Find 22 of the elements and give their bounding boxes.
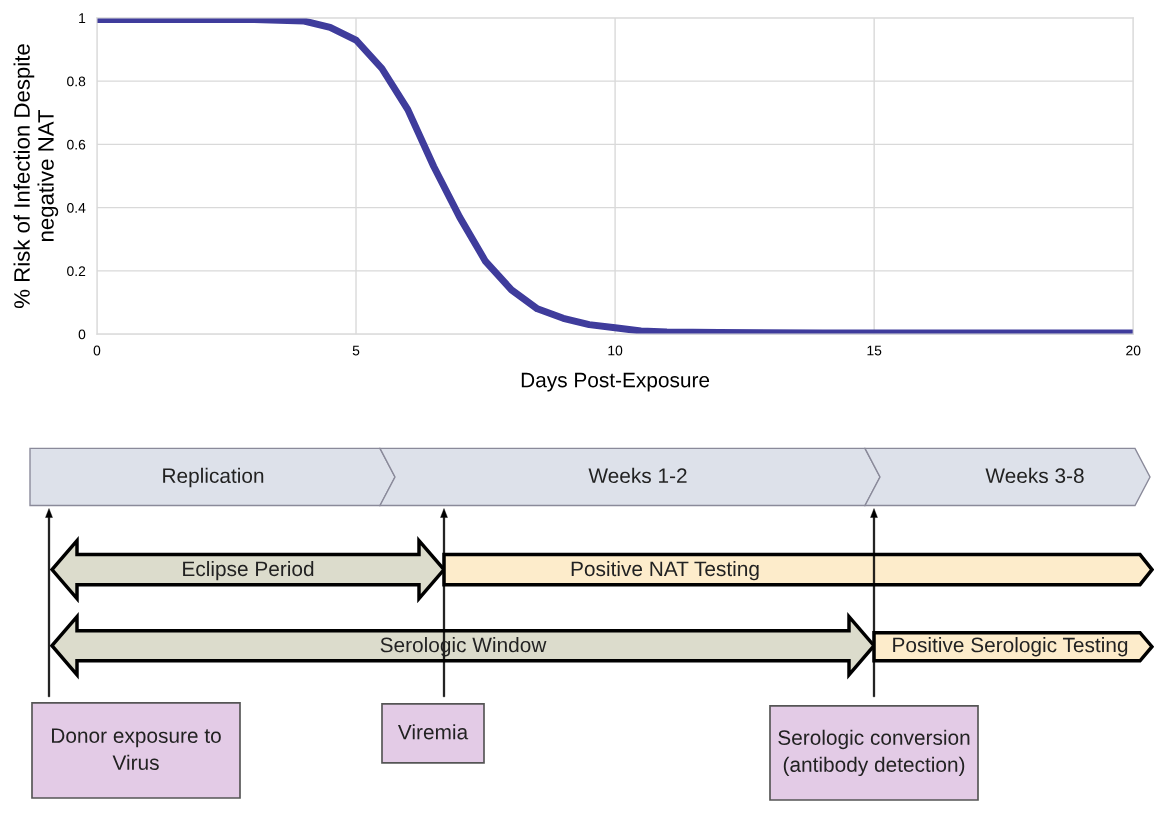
y-axis-title: % Risk of Infection Despite negative NAT — [13, 44, 59, 308]
y-tick-label: 0.4 — [67, 202, 86, 213]
text: Serologic conversion (antibody detection) — [778, 729, 970, 777]
text: Viremia — [397, 724, 469, 740]
y-tick-label: 0.2 — [67, 266, 86, 277]
text: Donor exposure to Virus — [52, 728, 221, 770]
x-tick-label: 0 — [93, 345, 101, 356]
y-tick-label: 1 — [79, 13, 86, 23]
y-tick-label: 0.6 — [67, 139, 86, 150]
x-axis-title: Days Post-Exposure — [521, 372, 710, 392]
text: Positive NAT Testing — [571, 560, 759, 581]
x-tick-label: 10 — [608, 345, 623, 356]
y-tick-label: 0 — [78, 329, 86, 340]
text: Weeks 1-2 — [588, 467, 687, 484]
x-tick-label: 5 — [352, 345, 360, 356]
text: Weeks 3-8 — [985, 467, 1084, 484]
y-tick-label: 0.8 — [67, 76, 86, 87]
x-tick-label: 15 — [867, 345, 882, 356]
text: Eclipse Period — [183, 560, 314, 581]
x-tick-label: 20 — [1126, 345, 1141, 356]
text: Replication — [163, 467, 264, 488]
text: Positive Serologic Testing — [893, 637, 1128, 657]
